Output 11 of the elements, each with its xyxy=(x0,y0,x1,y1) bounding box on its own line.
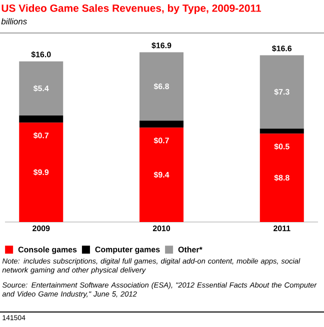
bar xyxy=(19,61,64,116)
bar xyxy=(140,120,184,128)
bar xyxy=(260,55,304,129)
chart-title: US Video Game Sales Revenues, by Type, 2009-2011 xyxy=(2,4,261,14)
bar xyxy=(140,52,184,121)
bar xyxy=(140,128,184,222)
bar xyxy=(19,116,64,123)
chart-subtitle: billions xyxy=(1,18,27,24)
bar xyxy=(260,134,304,222)
bar xyxy=(19,122,64,222)
bar xyxy=(260,128,304,134)
